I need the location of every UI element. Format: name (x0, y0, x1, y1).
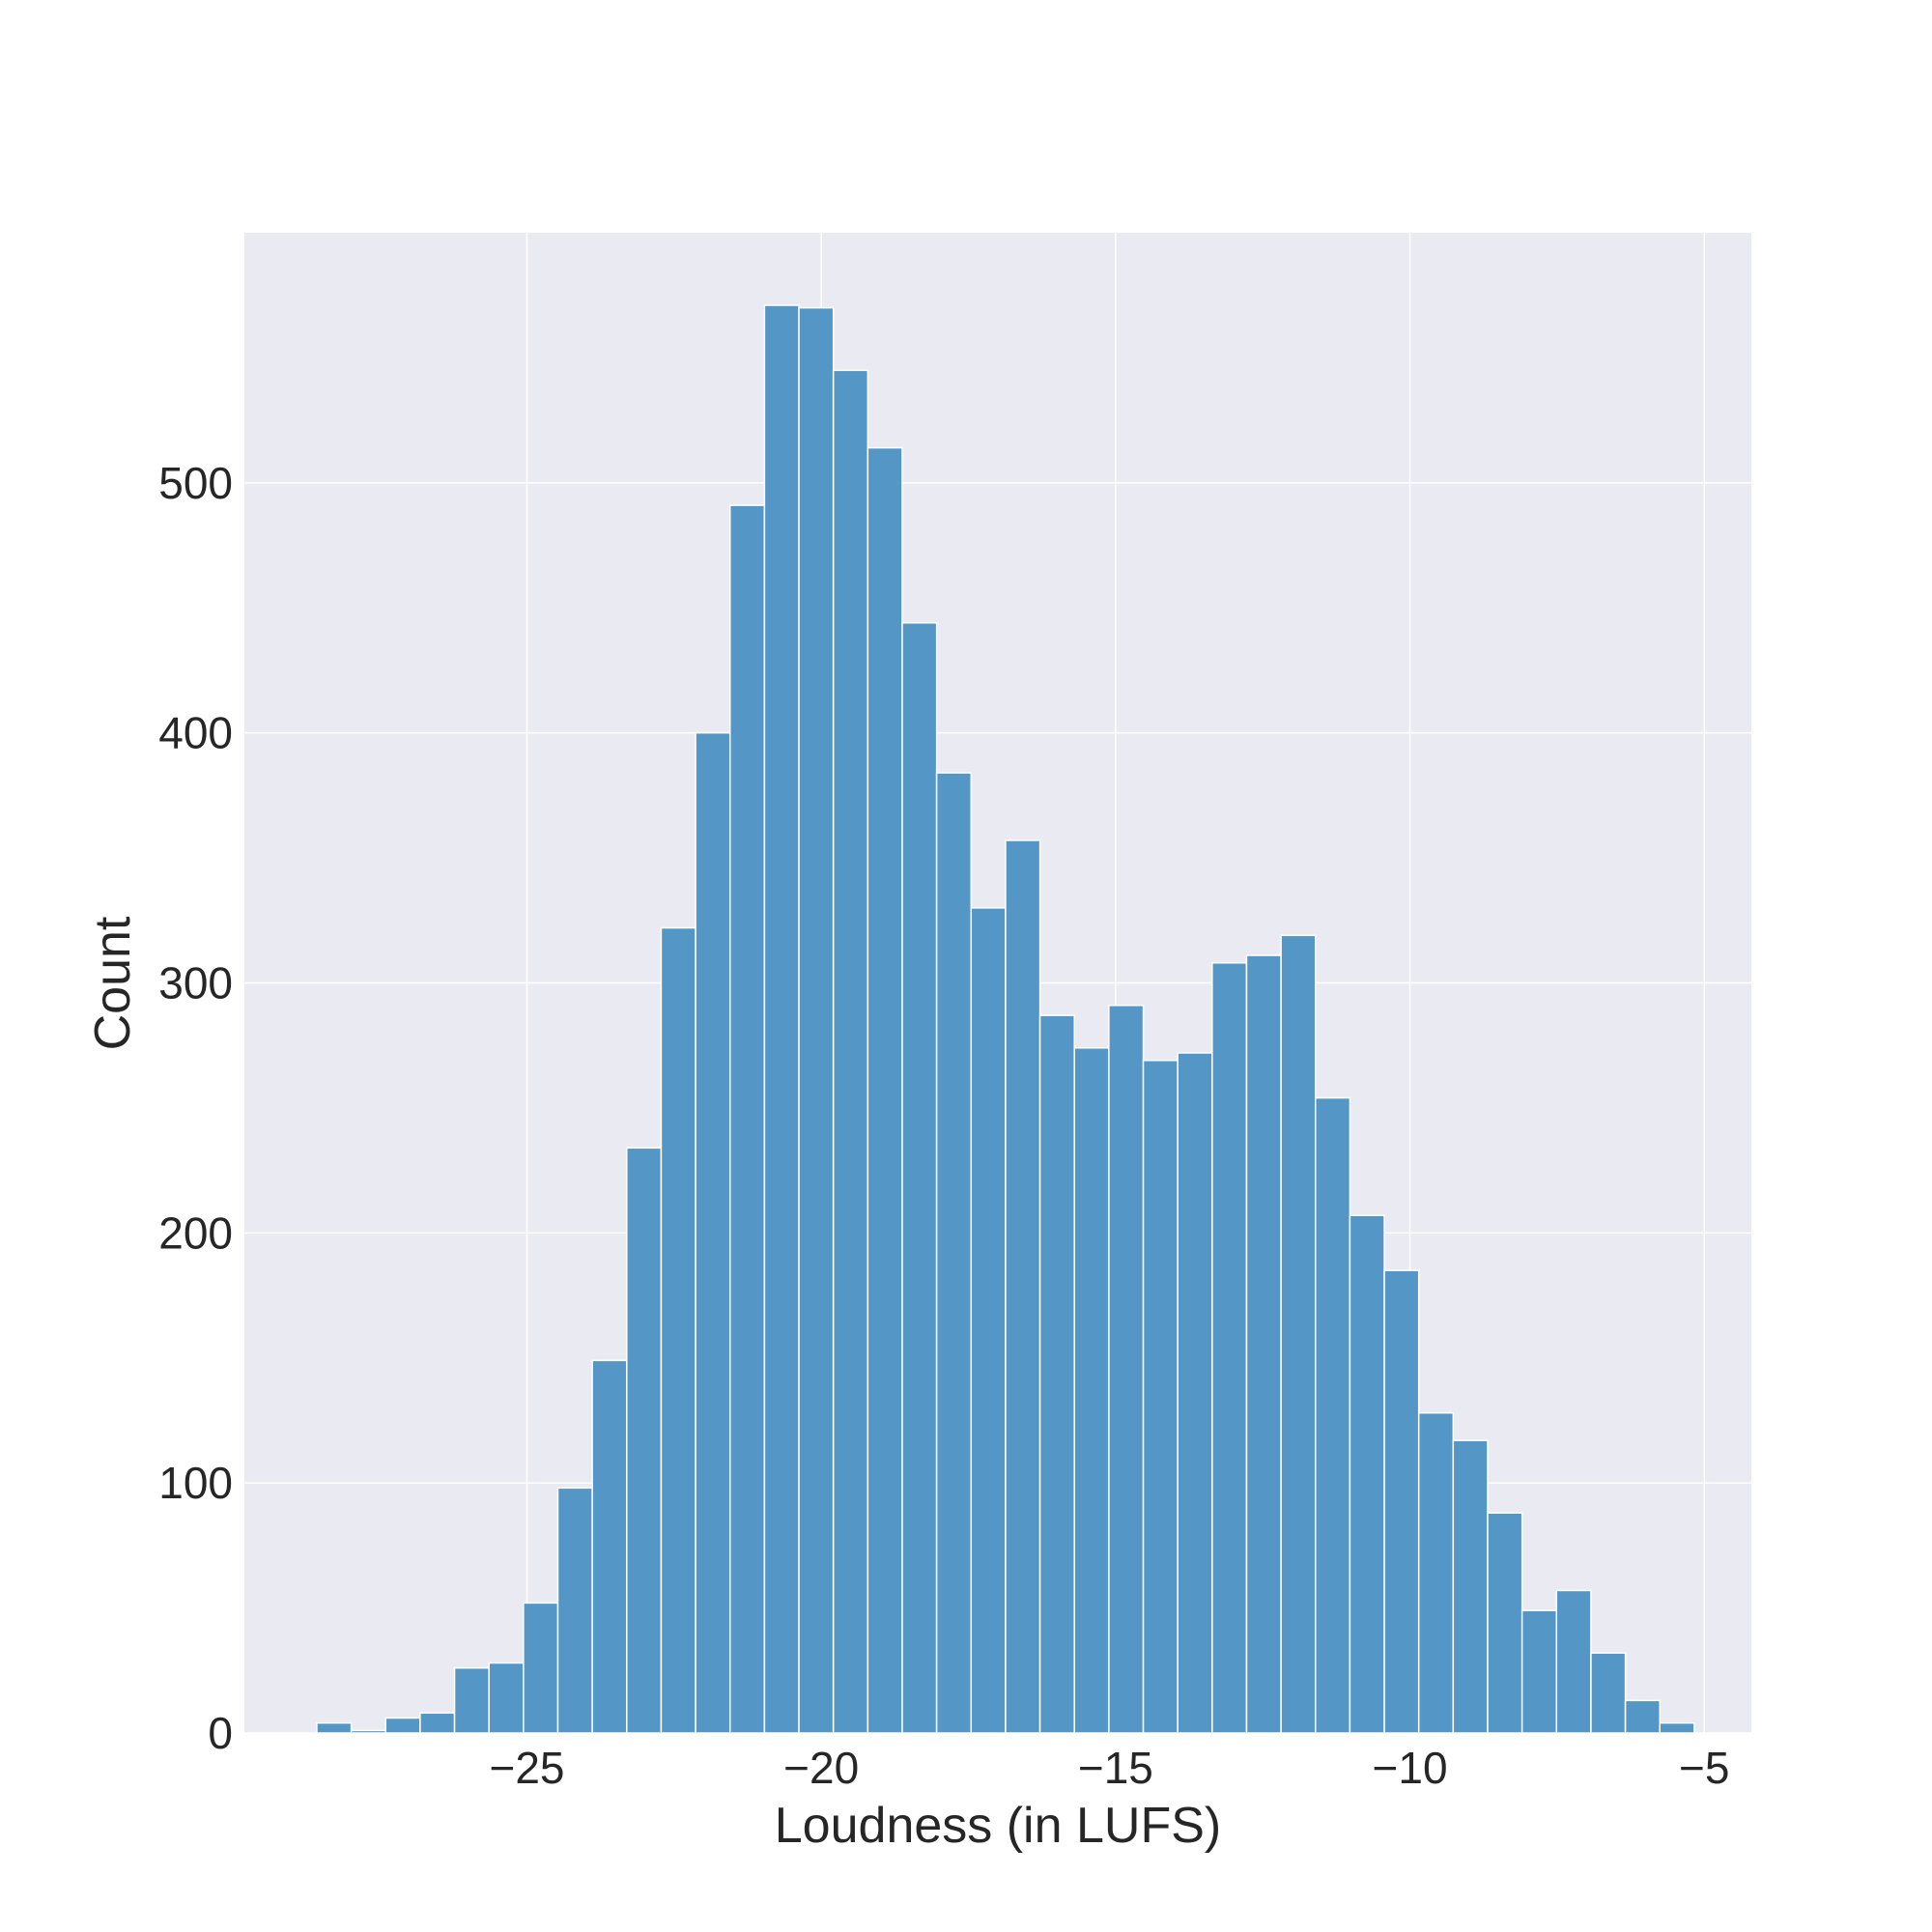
histogram-bar (591, 1359, 628, 1734)
x-axis-label: Loudness (in LUFS) (775, 1798, 1221, 1854)
histogram-bar (626, 1147, 663, 1734)
histogram-bar (1315, 1096, 1351, 1734)
histogram-bar (728, 504, 766, 1734)
histogram-bar (1590, 1652, 1627, 1734)
histogram-bar (350, 1729, 386, 1734)
histogram-bar (832, 369, 869, 1734)
x-tick-label: −20 (783, 1743, 859, 1793)
histogram-bars (316, 304, 1695, 1734)
histogram-bar (523, 1602, 559, 1734)
histogram-bar (695, 731, 731, 1734)
histogram-bar (1349, 1214, 1385, 1734)
y-tick-label: 300 (158, 958, 233, 1009)
histogram-bar (1280, 934, 1317, 1734)
histogram-bar (1659, 1721, 1695, 1734)
histogram-bar (1452, 1439, 1489, 1734)
histogram-bar (1211, 962, 1248, 1734)
histogram-bar (763, 304, 800, 1734)
histogram-bar (1177, 1052, 1213, 1734)
histogram-bar (901, 622, 938, 1734)
histogram-bar (453, 1666, 490, 1734)
histogram-bar (488, 1662, 525, 1734)
histogram-bar (556, 1487, 593, 1734)
y-tick-label: 500 (158, 458, 233, 508)
y-axis-label: Count (85, 916, 141, 1050)
histogram-bar (384, 1717, 421, 1734)
histogram-bar (1487, 1512, 1523, 1734)
histogram-bar (1417, 1411, 1455, 1734)
y-tick-label: 400 (158, 708, 233, 758)
x-tick-label: −10 (1373, 1743, 1448, 1793)
histogram-bar (798, 306, 835, 1734)
histogram-bar (419, 1712, 456, 1734)
histogram-bar (660, 926, 696, 1734)
histogram-bar (867, 446, 903, 1734)
histogram-bar (1038, 1014, 1075, 1734)
histogram-bar (1520, 1609, 1558, 1734)
histogram-bar (1245, 954, 1282, 1734)
x-tick-labels: −25 −20 −15 −10 −5 (489, 1743, 1729, 1793)
x-tick-label: −5 (1679, 1743, 1729, 1793)
histogram-bar (1624, 1699, 1661, 1734)
histogram-bar (1142, 1059, 1179, 1734)
x-tick-label: −25 (489, 1743, 564, 1793)
y-tick-label: 0 (208, 1708, 233, 1758)
histogram-bar (970, 907, 1007, 1734)
y-tick-label: 200 (158, 1208, 233, 1258)
x-tick-label: −15 (1078, 1743, 1153, 1793)
histogram-bar (1073, 1047, 1110, 1734)
histogram-bar (1005, 839, 1041, 1734)
y-tick-labels: 0 100 200 300 400 500 (158, 458, 233, 1758)
histogram-bar (1555, 1589, 1592, 1734)
y-tick-label: 100 (158, 1458, 233, 1508)
histogram-bar (935, 772, 973, 1734)
histogram-bar (1108, 1005, 1145, 1734)
histogram-bar (1383, 1269, 1420, 1734)
histogram-bar (316, 1721, 353, 1734)
